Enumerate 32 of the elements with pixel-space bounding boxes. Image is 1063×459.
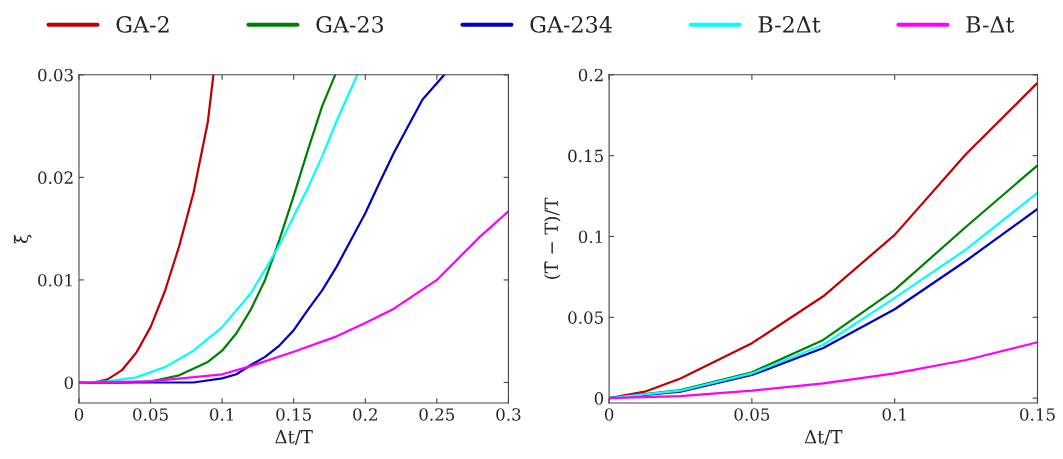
y-tick-label: 0.05 (568, 311, 603, 324)
y-axis-title: (T̄ − T)/T (544, 197, 561, 279)
line-series (609, 81, 1038, 400)
x-tick-label: 0.15 (276, 408, 311, 421)
line-series (609, 341, 1038, 400)
x-tick-label: 0.1 (882, 408, 906, 421)
x-tick-label: 0 (74, 408, 84, 421)
legend-label: B-Δt (966, 16, 1015, 33)
x-tick-label: 0.2 (353, 408, 377, 421)
x-tick-label: 0.05 (133, 408, 168, 421)
y-tick-label: 0.02 (38, 171, 73, 184)
x-tick-label: 0.3 (496, 408, 521, 421)
y-tick-label: 0 (64, 376, 74, 390)
x-tick-label: 0.15 (1020, 408, 1055, 421)
y-tick-label: 0.01 (38, 273, 72, 287)
y-axis-title: ξ̄ (13, 234, 32, 244)
y-tick-label: 0.1 (578, 230, 602, 244)
x-tick-label: 0.05 (734, 408, 770, 421)
x-tick-label: 0.1 (209, 408, 234, 421)
x-axis-title: Δt/T (804, 430, 843, 445)
x-tick-label: 0.25 (419, 408, 455, 421)
y-tick-label: 0.03 (38, 68, 73, 82)
legend-label: B-2Δt (758, 16, 821, 33)
legend-label: GA-23 (316, 16, 384, 33)
line-series (78, 210, 509, 384)
x-axis-title: Δt/T (275, 430, 313, 445)
legend-label: GA-234 (530, 16, 612, 33)
y-tick-label: 0.15 (568, 149, 603, 163)
y-tick-label: 0 (594, 392, 604, 405)
x-tick-label: 0 (604, 408, 614, 421)
legend-label: GA-2 (116, 16, 169, 33)
y-tick-label: 0.2 (578, 68, 603, 82)
